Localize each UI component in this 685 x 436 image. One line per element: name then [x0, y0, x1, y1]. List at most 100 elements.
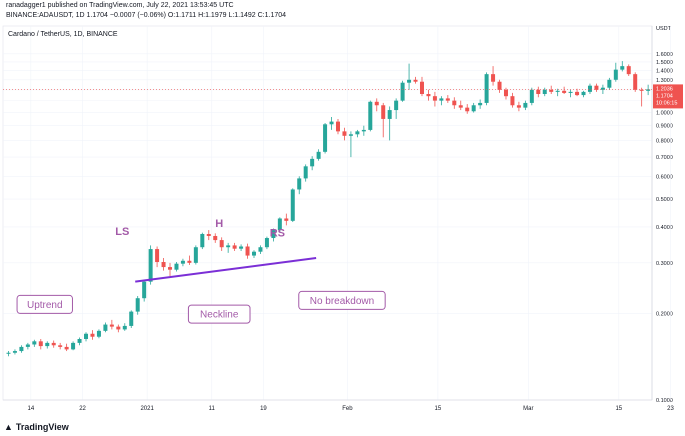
plot-background	[2, 25, 653, 401]
price-label-text: 1.1704	[656, 93, 673, 99]
callout-text: Uptrend	[27, 300, 63, 311]
candle-body	[116, 326, 121, 330]
candle-body	[174, 263, 179, 270]
candle-body	[374, 101, 379, 106]
candle-body	[64, 346, 69, 350]
y-tick-label: 1.0000	[656, 111, 673, 117]
candle-body	[148, 249, 153, 282]
candle-body	[264, 238, 269, 248]
candle-body	[193, 247, 198, 263]
candle-body	[6, 352, 11, 354]
candle-body	[510, 96, 515, 106]
candle-body	[587, 85, 592, 92]
candle-body	[575, 91, 580, 96]
candle-body	[471, 105, 476, 112]
candle-body	[452, 100, 457, 106]
candle-body	[348, 134, 353, 136]
candle-body	[135, 298, 140, 312]
candle-body	[32, 341, 37, 345]
y-tick-label: 0.4000	[656, 225, 673, 231]
y-tick-label: 0.9000	[656, 124, 673, 130]
candle-body	[387, 110, 392, 119]
brand-label: TradingView	[15, 422, 69, 432]
x-tick-label: 19	[260, 406, 267, 412]
candle-body	[239, 246, 244, 249]
x-tick-label: 15	[435, 406, 442, 412]
y-unit-label: USDT	[656, 26, 672, 32]
x-tick-label: 14	[28, 406, 35, 412]
callout-text: No breakdown	[310, 296, 374, 307]
candle-body	[646, 89, 651, 91]
candle-body	[413, 79, 418, 82]
candle-body	[620, 66, 625, 70]
callout-box	[16, 294, 73, 314]
candle-body	[581, 91, 586, 96]
candle-body	[549, 89, 554, 92]
candle-body	[478, 102, 483, 106]
y-tick-label: 1.5000	[656, 60, 673, 66]
y-tick-label: 1.3000	[656, 78, 673, 84]
footer-brand: ▲ TradingView	[4, 422, 69, 432]
candle-body	[419, 81, 424, 95]
candle-body	[84, 333, 89, 340]
x-tick-label: Mar	[523, 406, 533, 412]
candle-body	[297, 178, 302, 190]
candle-body	[626, 66, 631, 75]
x-tick-label: 23	[667, 406, 674, 412]
candle-body	[568, 91, 573, 93]
candle-body	[555, 90, 560, 92]
x-tick-label: 2021	[140, 406, 154, 412]
candle-body	[562, 90, 567, 93]
callout-box	[298, 290, 386, 310]
x-tick-label: 15	[615, 406, 622, 412]
price-label-box	[653, 84, 683, 109]
candle-body	[633, 74, 638, 90]
candle-body	[77, 339, 82, 343]
x-tick-label: 11	[209, 406, 216, 412]
pattern-label: RS	[270, 228, 285, 240]
candle-body	[271, 230, 276, 239]
pattern-label: LS	[115, 226, 129, 238]
candle-body	[200, 233, 205, 248]
chart-title: Cardano / TetherUS, 1D, BINANCE	[8, 31, 118, 38]
candle-body	[497, 81, 502, 90]
callout-text: Neckline	[200, 310, 239, 321]
candle-body	[252, 251, 257, 256]
candle-body	[303, 166, 308, 179]
candle-body	[439, 98, 444, 101]
chart-header: ranadagger1 published on TradingView.com…	[6, 1, 286, 21]
candle-body	[516, 105, 521, 108]
callout-box	[187, 304, 251, 324]
candle-body	[290, 189, 295, 221]
candle-body	[355, 131, 360, 135]
y-tick-label: 0.7000	[656, 155, 673, 161]
candle-body	[310, 158, 315, 167]
candle-body	[180, 260, 185, 264]
candle-body	[71, 342, 76, 350]
candle-body	[142, 281, 147, 299]
candle-body	[38, 341, 43, 347]
candle-body	[219, 240, 224, 248]
candle-body	[639, 89, 644, 91]
candle-body	[335, 121, 340, 132]
y-tick-label: 0.2000	[656, 311, 673, 317]
candle-body	[245, 246, 250, 256]
candle-body	[103, 324, 108, 331]
y-tick-label: 0.5000	[656, 197, 673, 203]
candle-body	[445, 98, 450, 101]
candle-body	[206, 233, 211, 236]
candle-body	[129, 311, 134, 326]
candle-body	[361, 129, 366, 132]
y-tick-label: 1.4000	[656, 69, 673, 75]
candle-body	[426, 94, 431, 97]
candle-body	[226, 245, 231, 248]
price-label-text: 10:06:15	[656, 100, 677, 106]
candle-body	[284, 218, 289, 221]
candlestick-chart[interactable]: 0.1000 0.2000 0.3000 0.4000 0.5000 0.6000 0.70…	[0, 20, 685, 416]
candle-body	[400, 82, 405, 101]
candle-body	[109, 324, 114, 327]
y-tick-label: 0.6000	[656, 174, 673, 180]
candle-body	[542, 89, 547, 95]
candle-body	[381, 105, 386, 119]
chart-area[interactable]: 0.1000 0.2000 0.3000 0.4000 0.5000 0.6000 0.70…	[0, 20, 685, 416]
